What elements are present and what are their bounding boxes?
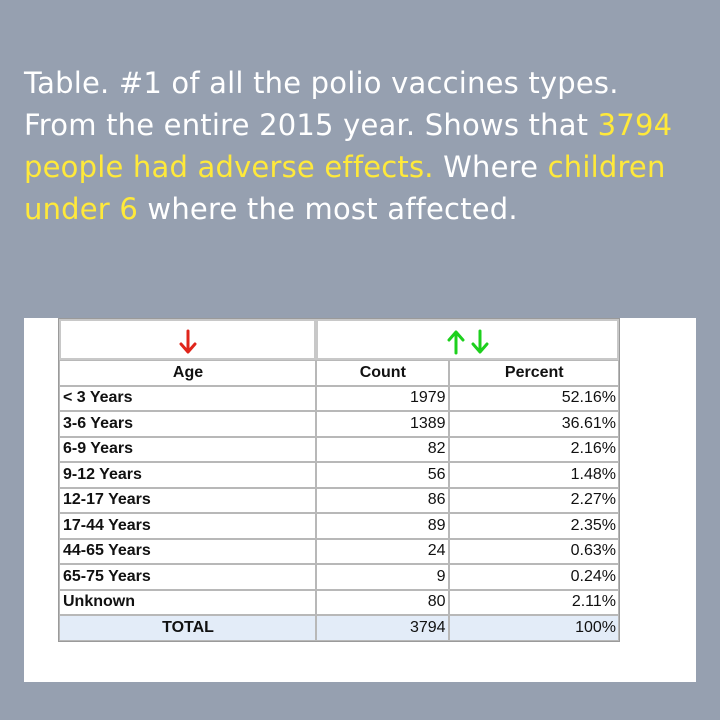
age-cell: 9-12 Years (59, 462, 317, 488)
caption-part-3: where the most affected. (138, 192, 518, 226)
count-cell: 56 (316, 462, 449, 488)
count-cell: 1389 (316, 411, 449, 437)
table-row: 17-44 Years 89 2.35% (59, 513, 619, 539)
count-cell: 9 (316, 564, 449, 590)
total-count: 3794 (316, 615, 449, 641)
total-percent: 100% (448, 615, 619, 641)
header-row: Age Count Percent (59, 360, 619, 386)
percent-cell: 2.11% (448, 589, 619, 615)
table-row: 65-75 Years 9 0.24% (59, 564, 619, 590)
table-row: 9-12 Years 56 1.48% (59, 462, 619, 488)
caption-part-1: Table. #1 of all the polio vaccines type… (24, 66, 619, 142)
count-cell: 80 (316, 589, 449, 615)
sort-arrows-row (59, 319, 619, 360)
caption-text: Table. #1 of all the polio vaccines type… (24, 62, 696, 230)
percent-cell: 52.16% (448, 385, 619, 411)
header-age[interactable]: Age (59, 360, 317, 386)
table-row: 44-65 Years 24 0.63% (59, 538, 619, 564)
table-row: Unknown 80 2.11% (59, 589, 619, 615)
age-cell: 6-9 Years (59, 436, 317, 462)
age-cell: Unknown (59, 589, 317, 615)
count-cell: 86 (316, 487, 449, 513)
percent-cell: 0.63% (448, 538, 619, 564)
count-cell: 82 (316, 436, 449, 462)
caption-highlight-children: children under 6 (24, 150, 666, 226)
count-sort-cell[interactable] (316, 319, 619, 360)
vaccine-adverse-effects-table: Age Count Percent < 3 Years 1979 52.16% 3-6… (58, 318, 620, 642)
table-row: 6-9 Years 82 2.16% (59, 436, 619, 462)
count-cell: 1979 (316, 385, 449, 411)
age-sort-cell[interactable] (59, 319, 317, 360)
age-cell: < 3 Years (59, 385, 317, 411)
percent-cell: 2.35% (448, 513, 619, 539)
percent-cell: 0.24% (448, 564, 619, 590)
total-label: TOTAL (59, 615, 317, 641)
age-cell: 12-17 Years (59, 487, 317, 513)
percent-cell: 1.48% (448, 462, 619, 488)
table-row: < 3 Years 1979 52.16% (59, 385, 619, 411)
percent-cell: 36.61% (448, 411, 619, 437)
green-down-arrow-icon[interactable] (470, 329, 490, 355)
red-down-arrow-icon[interactable] (178, 329, 198, 355)
age-cell: 17-44 Years (59, 513, 317, 539)
age-cell: 44-65 Years (59, 538, 317, 564)
percent-cell: 2.27% (448, 487, 619, 513)
caption-highlight-adverse-effects: 3794 people had adverse effects. (24, 108, 673, 184)
count-cell: 24 (316, 538, 449, 564)
age-cell: 65-75 Years (59, 564, 317, 590)
header-count[interactable]: Count (316, 360, 449, 386)
count-cell: 89 (316, 513, 449, 539)
percent-cell: 2.16% (448, 436, 619, 462)
table-row: 3-6 Years 1389 36.61% (59, 411, 619, 437)
total-row: TOTAL 3794 100% (59, 615, 619, 641)
age-cell: 3-6 Years (59, 411, 317, 437)
caption-part-2: Where (433, 150, 548, 184)
header-percent[interactable]: Percent (448, 360, 619, 386)
table-panel: Age Count Percent < 3 Years 1979 52.16% 3-6… (24, 318, 696, 682)
table-row: 12-17 Years 86 2.27% (59, 487, 619, 513)
green-up-arrow-icon[interactable] (446, 329, 466, 355)
